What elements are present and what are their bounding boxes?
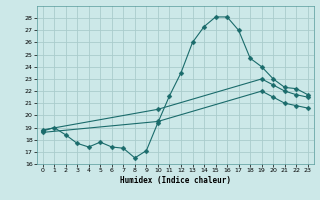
X-axis label: Humidex (Indice chaleur): Humidex (Indice chaleur): [120, 176, 231, 185]
